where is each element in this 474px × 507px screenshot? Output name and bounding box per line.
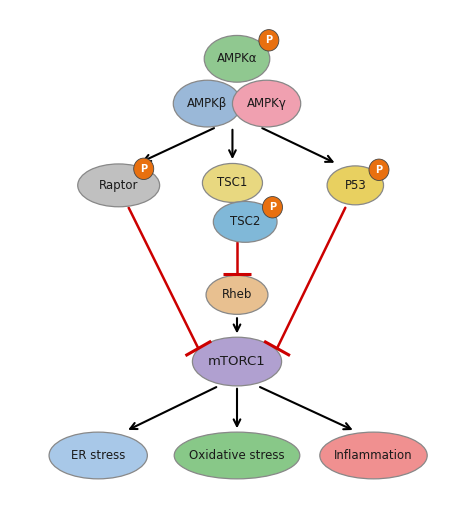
Circle shape [134, 158, 154, 179]
Ellipse shape [78, 164, 160, 207]
Text: Oxidative stress: Oxidative stress [189, 449, 285, 462]
Text: P: P [140, 164, 147, 174]
Text: TSC2: TSC2 [230, 215, 260, 228]
Ellipse shape [202, 163, 263, 202]
Ellipse shape [320, 432, 427, 479]
Ellipse shape [232, 80, 301, 127]
Ellipse shape [327, 166, 383, 205]
Ellipse shape [213, 201, 277, 242]
Text: Rheb: Rheb [222, 288, 252, 301]
Text: AMPKγ: AMPKγ [246, 97, 286, 110]
Circle shape [259, 29, 279, 51]
Ellipse shape [173, 80, 242, 127]
Text: Raptor: Raptor [99, 179, 138, 192]
Text: mTORC1: mTORC1 [208, 355, 266, 368]
Text: TSC1: TSC1 [217, 176, 247, 190]
Text: P: P [265, 35, 273, 45]
Ellipse shape [49, 432, 147, 479]
Text: P53: P53 [345, 179, 366, 192]
Text: Inflammation: Inflammation [334, 449, 413, 462]
Ellipse shape [206, 275, 268, 314]
Ellipse shape [192, 337, 282, 386]
Text: AMPKβ: AMPKβ [187, 97, 228, 110]
Circle shape [263, 197, 283, 218]
Ellipse shape [204, 35, 270, 82]
Text: AMPKα: AMPKα [217, 52, 257, 65]
Ellipse shape [174, 432, 300, 479]
Text: P: P [375, 165, 383, 175]
Circle shape [369, 159, 389, 180]
Text: P: P [269, 202, 276, 212]
Text: ER stress: ER stress [71, 449, 126, 462]
